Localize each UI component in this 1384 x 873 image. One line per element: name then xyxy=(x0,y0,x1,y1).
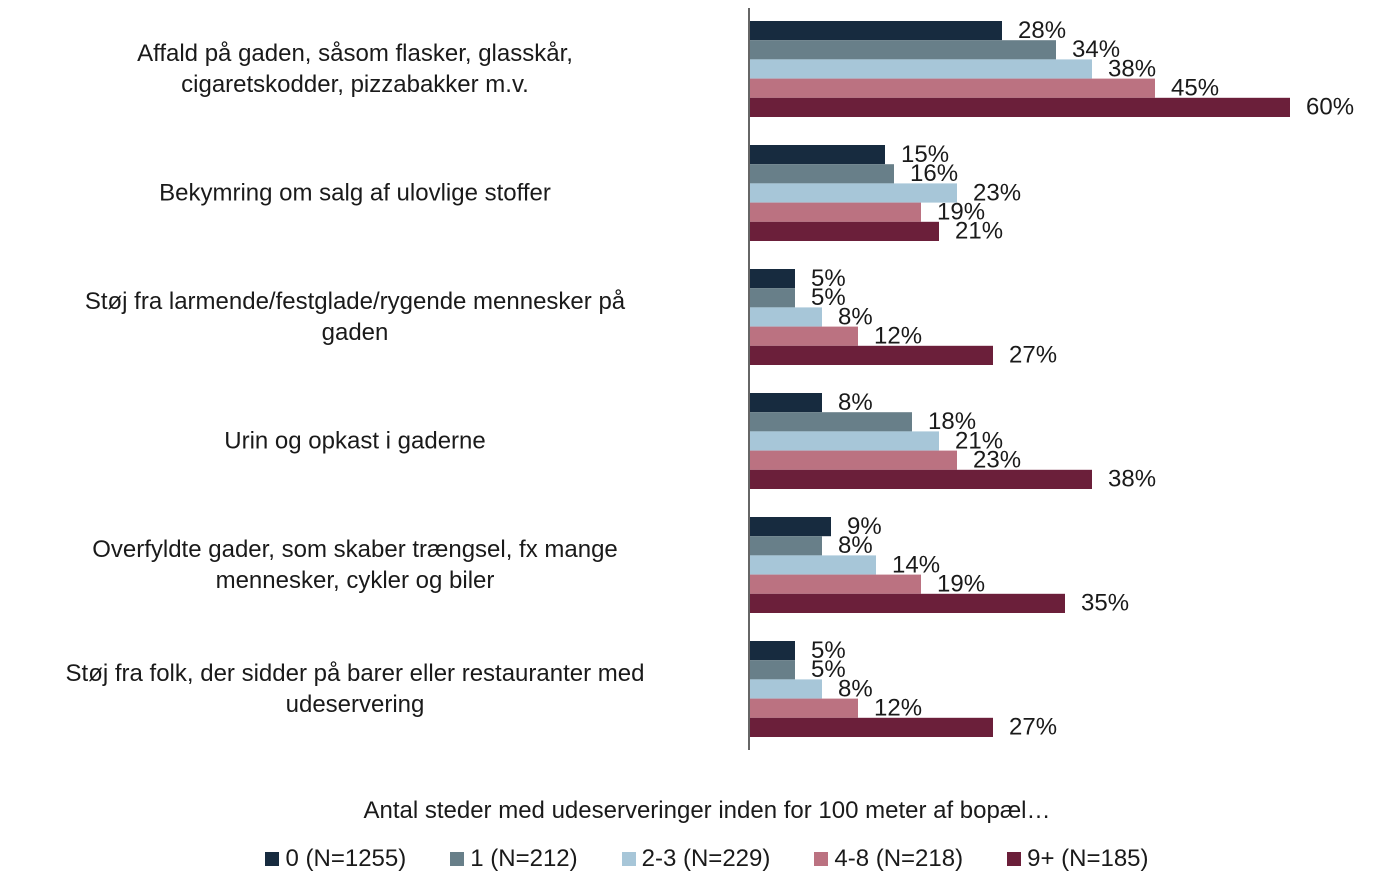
data-label: 45% xyxy=(1171,75,1219,102)
bar xyxy=(750,431,939,451)
category-label: Overfyldte gader, som skaber trængsel, f… xyxy=(92,536,618,594)
bar xyxy=(750,21,1002,41)
data-label: 9% xyxy=(847,513,882,540)
data-label: 5% xyxy=(811,265,846,292)
bar xyxy=(750,469,1092,489)
bar xyxy=(750,307,822,327)
data-label: 8% xyxy=(838,389,873,416)
bar xyxy=(750,59,1092,79)
data-label: 35% xyxy=(1081,590,1129,617)
legend-label: 1 (N=212) xyxy=(470,845,578,872)
data-label: 5% xyxy=(811,637,846,664)
data-label: 18% xyxy=(928,408,976,435)
data-label: 38% xyxy=(1108,466,1156,493)
bar xyxy=(750,183,957,203)
data-label: 14% xyxy=(892,551,940,578)
bar xyxy=(750,202,921,222)
legend: 0 (N=1255) 1 (N=212) 2-3 (N=229) 4-8 (N=218… xyxy=(0,845,1384,873)
data-label: 19% xyxy=(937,199,985,226)
bar xyxy=(750,574,921,594)
category-label: Affald på gaden, såsom flasker, glasskår… xyxy=(137,40,573,98)
legend-swatch xyxy=(621,852,636,866)
category-label: Støj fra folk, der sidder på barer eller… xyxy=(65,660,645,718)
bar xyxy=(750,78,1155,98)
data-label: 60% xyxy=(1306,94,1354,121)
data-label: 8% xyxy=(838,675,873,702)
data-label: 5% xyxy=(811,656,846,683)
bar xyxy=(750,326,858,346)
legend-swatch xyxy=(450,852,465,866)
data-label: 5% xyxy=(811,284,846,311)
category-label: Bekymring om salg af ulovlige stoffer xyxy=(159,179,551,207)
data-label: 21% xyxy=(955,218,1003,245)
bar xyxy=(750,555,876,575)
data-label: 23% xyxy=(973,179,1021,206)
bar xyxy=(750,269,795,289)
legend-label: 9+ (N=185) xyxy=(1027,845,1149,872)
data-label: 21% xyxy=(955,427,1003,454)
category-label: Urin og opkast i gaderne xyxy=(224,427,486,455)
bar xyxy=(750,412,912,432)
legend-swatch xyxy=(265,852,280,866)
data-label: 28% xyxy=(1018,17,1066,44)
legend-item: 2-3 (N=229) xyxy=(621,845,771,873)
bar xyxy=(750,97,1290,117)
bar xyxy=(750,641,795,661)
bar xyxy=(750,517,831,537)
bar xyxy=(750,393,822,413)
data-label: 12% xyxy=(874,695,922,722)
data-label: 16% xyxy=(910,160,958,187)
legend-item: 1 (N=212) xyxy=(450,845,578,873)
bar xyxy=(750,679,822,699)
legend-item: 0 (N=1255) xyxy=(265,845,406,873)
bar xyxy=(750,145,885,165)
bar xyxy=(750,660,795,680)
data-label: 8% xyxy=(838,532,873,559)
bar xyxy=(750,345,993,365)
bar xyxy=(750,288,795,308)
bar xyxy=(750,450,957,470)
legend-swatch xyxy=(1007,852,1022,866)
category-label: Støj fra larmende/festglade/rygende menn… xyxy=(84,288,626,346)
bar xyxy=(750,40,1056,60)
legend-label: 4-8 (N=218) xyxy=(834,845,964,872)
bar xyxy=(750,717,993,737)
bar xyxy=(750,536,822,556)
data-label: 23% xyxy=(973,447,1021,474)
bar xyxy=(750,221,939,241)
bar xyxy=(750,593,1065,613)
legend-label: 0 (N=1255) xyxy=(285,845,407,872)
legend-swatch xyxy=(814,852,829,866)
bar xyxy=(750,164,894,184)
data-label: 19% xyxy=(937,571,985,598)
data-label: 27% xyxy=(1009,342,1057,369)
data-label: 15% xyxy=(901,141,949,168)
data-label: 27% xyxy=(1009,714,1057,741)
legend-title: Antal steder med udeserveringer inden fo… xyxy=(363,797,1051,824)
data-label: 34% xyxy=(1072,36,1120,63)
data-label: 38% xyxy=(1108,55,1156,82)
legend-label: 2-3 (N=229) xyxy=(641,845,771,872)
legend-item: 9+ (N=185) xyxy=(1007,845,1149,873)
data-label: 12% xyxy=(874,323,922,350)
bar xyxy=(750,698,858,718)
legend-item: 4-8 (N=218) xyxy=(814,845,963,873)
data-label: 8% xyxy=(838,303,873,330)
